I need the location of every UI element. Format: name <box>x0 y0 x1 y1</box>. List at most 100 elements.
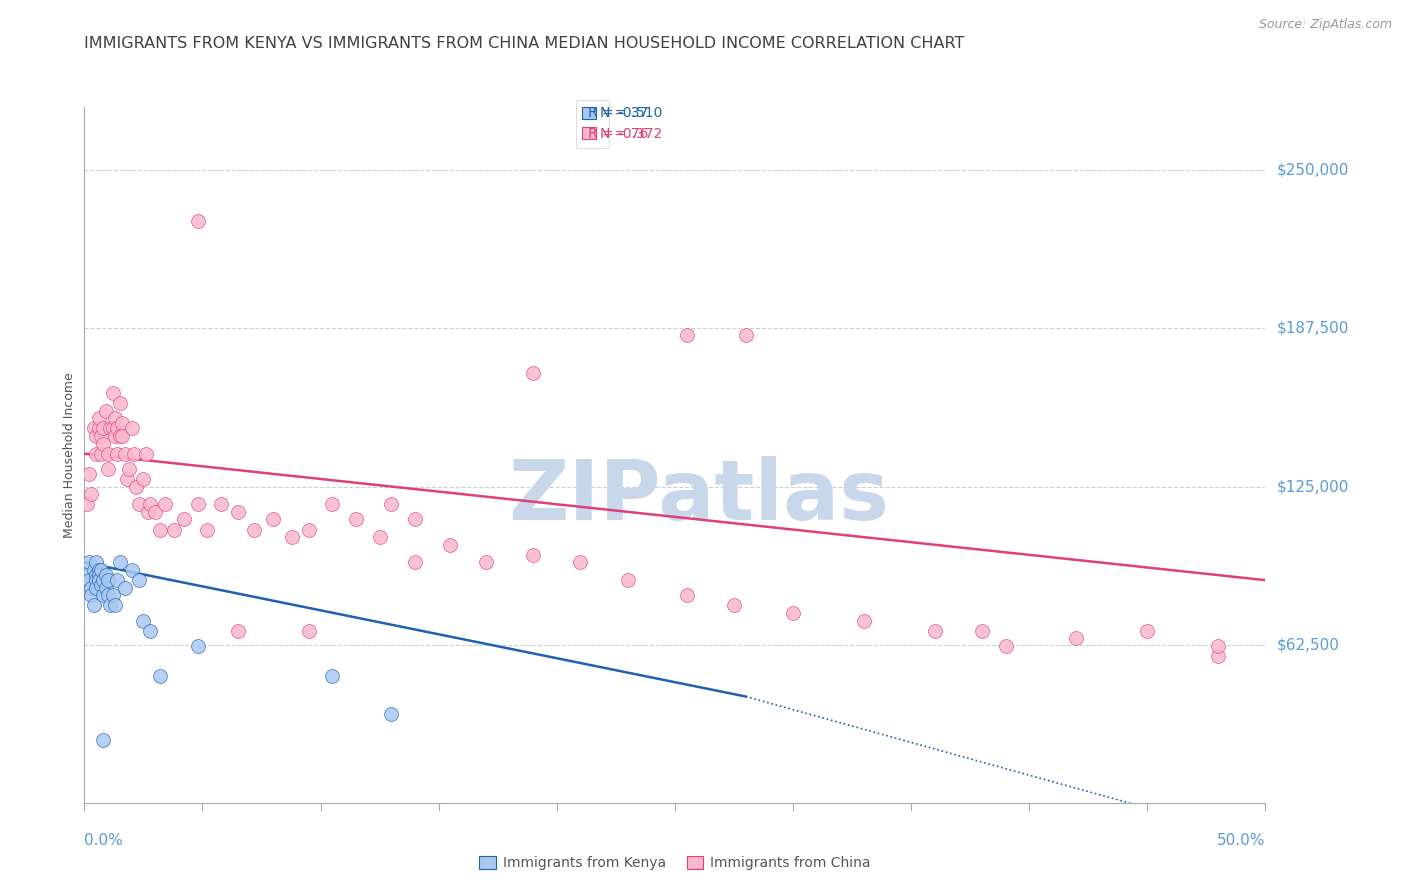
Point <box>994 639 1017 653</box>
Point <box>84 581 107 595</box>
Point <box>83 421 105 435</box>
Point <box>132 472 155 486</box>
Point <box>153 497 176 511</box>
Point <box>108 429 131 443</box>
Point <box>368 530 391 544</box>
Point <box>77 467 100 481</box>
Point <box>94 581 117 595</box>
Point <box>90 429 112 443</box>
Point <box>734 327 756 342</box>
Point <box>1206 648 1229 663</box>
Point <box>569 556 592 570</box>
Point <box>404 512 426 526</box>
Point <box>87 411 110 425</box>
Point <box>108 396 131 410</box>
Point <box>91 588 114 602</box>
Point <box>84 429 107 443</box>
Point <box>149 669 172 683</box>
Point <box>90 563 112 577</box>
Point <box>104 411 127 425</box>
Point <box>139 497 162 511</box>
Text: ZIPatlas: ZIPatlas <box>508 456 889 537</box>
Point <box>84 568 107 582</box>
Point <box>94 568 117 582</box>
Point <box>404 556 426 570</box>
Point <box>122 447 145 461</box>
Text: $250,000: $250,000 <box>1277 163 1348 178</box>
Y-axis label: Median Household Income: Median Household Income <box>63 372 76 538</box>
Point <box>114 447 136 461</box>
Point <box>91 732 114 747</box>
Point <box>262 512 284 526</box>
Point <box>522 366 544 380</box>
Text: 0.0%: 0.0% <box>84 833 124 848</box>
Point <box>91 436 114 450</box>
Point <box>87 573 110 587</box>
Text: IMMIGRANTS FROM KENYA VS IMMIGRANTS FROM CHINA MEDIAN HOUSEHOLD INCOME CORRELATI: IMMIGRANTS FROM KENYA VS IMMIGRANTS FROM… <box>84 36 965 51</box>
Point <box>80 581 103 595</box>
Point <box>344 512 367 526</box>
Point <box>1206 639 1229 653</box>
Text: 50.0%: 50.0% <box>1218 833 1265 848</box>
Point <box>97 573 120 587</box>
Point <box>439 538 461 552</box>
Point <box>281 530 304 544</box>
Point <box>101 386 124 401</box>
Point <box>128 573 150 587</box>
Text: Source: ZipAtlas.com: Source: ZipAtlas.com <box>1258 18 1392 31</box>
Point <box>125 479 148 493</box>
Point <box>98 421 121 435</box>
Point <box>83 563 105 577</box>
Point <box>97 462 120 476</box>
Point <box>522 548 544 562</box>
Text: R = -0.372: R = -0.372 <box>588 128 662 141</box>
Point <box>616 573 638 587</box>
Point <box>163 523 186 537</box>
Point <box>104 599 127 613</box>
Point <box>76 497 98 511</box>
Text: $125,000: $125,000 <box>1277 479 1348 494</box>
Point <box>380 707 402 722</box>
Point <box>118 462 141 476</box>
Point <box>970 624 993 638</box>
Point <box>675 327 697 342</box>
Point <box>723 599 745 613</box>
Point <box>1136 624 1159 638</box>
Point <box>91 573 114 587</box>
Point <box>675 588 697 602</box>
Point <box>77 556 100 570</box>
Point <box>83 599 105 613</box>
Point <box>321 497 343 511</box>
Point <box>128 497 150 511</box>
Point <box>243 523 266 537</box>
Point <box>187 497 209 511</box>
Point <box>135 447 157 461</box>
Text: N = 37: N = 37 <box>599 106 648 120</box>
Point <box>136 505 159 519</box>
Point <box>94 403 117 417</box>
Point <box>782 606 804 620</box>
Point <box>84 573 107 587</box>
Point <box>115 472 138 486</box>
Point <box>90 447 112 461</box>
Point <box>121 563 143 577</box>
Point <box>87 568 110 582</box>
Point <box>76 568 98 582</box>
Point <box>226 505 249 519</box>
Point <box>107 421 129 435</box>
Point <box>97 588 120 602</box>
Point <box>87 563 110 577</box>
Legend: Immigrants from Kenya, Immigrants from China: Immigrants from Kenya, Immigrants from C… <box>474 851 876 876</box>
Point <box>924 624 946 638</box>
Point <box>84 556 107 570</box>
Text: N = 76: N = 76 <box>599 128 648 141</box>
Point <box>91 421 114 435</box>
Point <box>132 614 155 628</box>
Point <box>84 447 107 461</box>
Point <box>187 639 209 653</box>
Point <box>226 624 249 638</box>
Point <box>298 523 321 537</box>
Point <box>107 573 129 587</box>
Point <box>475 556 498 570</box>
Point <box>143 505 166 519</box>
